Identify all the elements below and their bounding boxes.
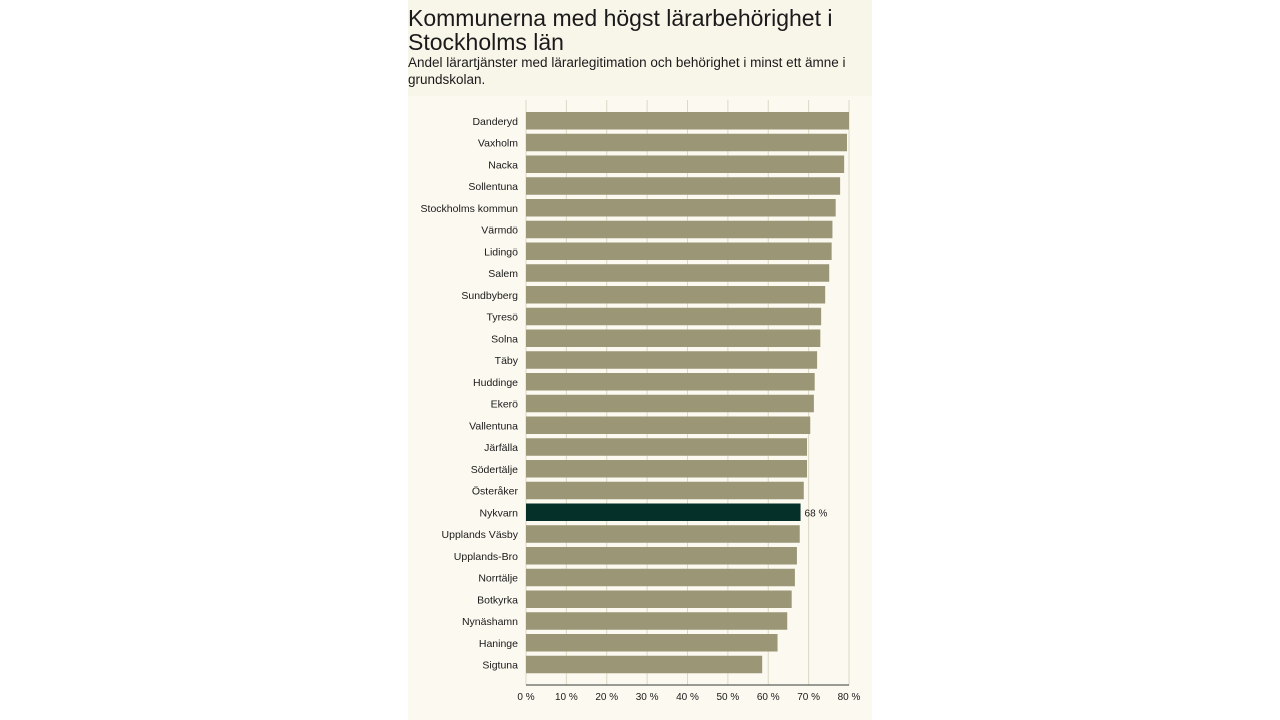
category-label-24: Haninge bbox=[479, 638, 518, 650]
bar-3 bbox=[526, 177, 841, 195]
bar-chart-svg: Danderyd Vaxholm Nacka Sollentuna Stockholms… bbox=[421, 100, 861, 703]
bar-0 bbox=[526, 112, 849, 130]
bar-9 bbox=[526, 307, 822, 326]
bar-8 bbox=[526, 286, 826, 304]
bar-22 bbox=[526, 590, 792, 608]
bar-4 bbox=[526, 199, 836, 217]
x-tick-label-5: 50 % bbox=[716, 692, 739, 703]
category-label-21: Norrtälje bbox=[478, 573, 518, 585]
x-tick-label-8: 80 % bbox=[838, 692, 861, 703]
category-label-2: Nacka bbox=[488, 159, 518, 171]
category-label-1: Vaxholm bbox=[478, 138, 518, 150]
category-label-17: Österåker bbox=[472, 486, 519, 498]
category-label-6: Lidingö bbox=[484, 246, 518, 258]
bar-16 bbox=[526, 460, 808, 478]
category-label-11: Täby bbox=[495, 355, 519, 367]
bar-19 bbox=[526, 525, 800, 543]
category-label-18: Nykvarn bbox=[479, 507, 518, 519]
category-label-22: Botkyrka bbox=[477, 594, 518, 606]
category-label-8: Sundbyberg bbox=[461, 290, 518, 302]
bar-13 bbox=[526, 394, 814, 413]
category-label-3: Sollentuna bbox=[468, 181, 518, 193]
chart-subtitle: Andel lärartjänster med lärarlegitimatio… bbox=[408, 55, 846, 87]
bar-21 bbox=[526, 568, 795, 587]
bar-17 bbox=[526, 481, 804, 500]
bar-chart: Danderyd Vaxholm Nacka Sollentuna Stockholms… bbox=[408, 96, 872, 720]
bar-11 bbox=[526, 351, 818, 369]
category-label-14: Vallentuna bbox=[469, 420, 518, 432]
x-tick-label-7: 70 % bbox=[797, 692, 820, 703]
category-label-16: Södertälje bbox=[471, 464, 518, 476]
category-label-25: Sigtuna bbox=[482, 660, 518, 672]
chart-title: Kommunerna med högst lärarbehörighet i S… bbox=[408, 5, 833, 55]
x-tick-label-1: 10 % bbox=[555, 692, 578, 703]
bar-2 bbox=[526, 155, 845, 173]
bar-25 bbox=[526, 655, 763, 674]
x-tick-label-2: 20 % bbox=[595, 692, 618, 703]
bar-18 bbox=[526, 503, 801, 521]
x-tick-label-6: 60 % bbox=[757, 692, 780, 703]
category-label-0: Danderyd bbox=[472, 116, 518, 128]
bar-20 bbox=[526, 547, 797, 565]
bar-24 bbox=[526, 634, 778, 652]
x-tick-label-0: 0 % bbox=[517, 692, 534, 703]
category-label-10: Solna bbox=[491, 333, 518, 345]
bar-6 bbox=[526, 242, 832, 260]
x-tick-label-4: 40 % bbox=[676, 692, 699, 703]
bar-14 bbox=[526, 416, 811, 434]
bar-10 bbox=[526, 329, 821, 347]
x-tick-label-3: 30 % bbox=[636, 692, 659, 703]
category-label-7: Salem bbox=[488, 268, 518, 280]
category-label-4: Stockholms kommun bbox=[421, 203, 519, 215]
category-label-13: Ekerö bbox=[491, 399, 519, 411]
bar-5 bbox=[526, 220, 833, 239]
category-label-12: Huddinge bbox=[473, 377, 518, 389]
category-label-9: Tyresö bbox=[486, 312, 518, 324]
category-label-5: Värmdö bbox=[481, 225, 518, 237]
category-label-23: Nynäshamn bbox=[462, 616, 518, 628]
bar-23 bbox=[526, 612, 788, 630]
data-label-highlight: 68 % bbox=[805, 508, 828, 519]
category-label-19: Upplands Väsby bbox=[442, 529, 519, 541]
bar-7 bbox=[526, 264, 830, 282]
category-label-20: Upplands-Bro bbox=[454, 551, 518, 563]
category-label-15: Järfälla bbox=[484, 442, 518, 454]
bar-12 bbox=[526, 373, 815, 391]
bar-15 bbox=[526, 438, 808, 456]
bar-1 bbox=[526, 133, 847, 152]
